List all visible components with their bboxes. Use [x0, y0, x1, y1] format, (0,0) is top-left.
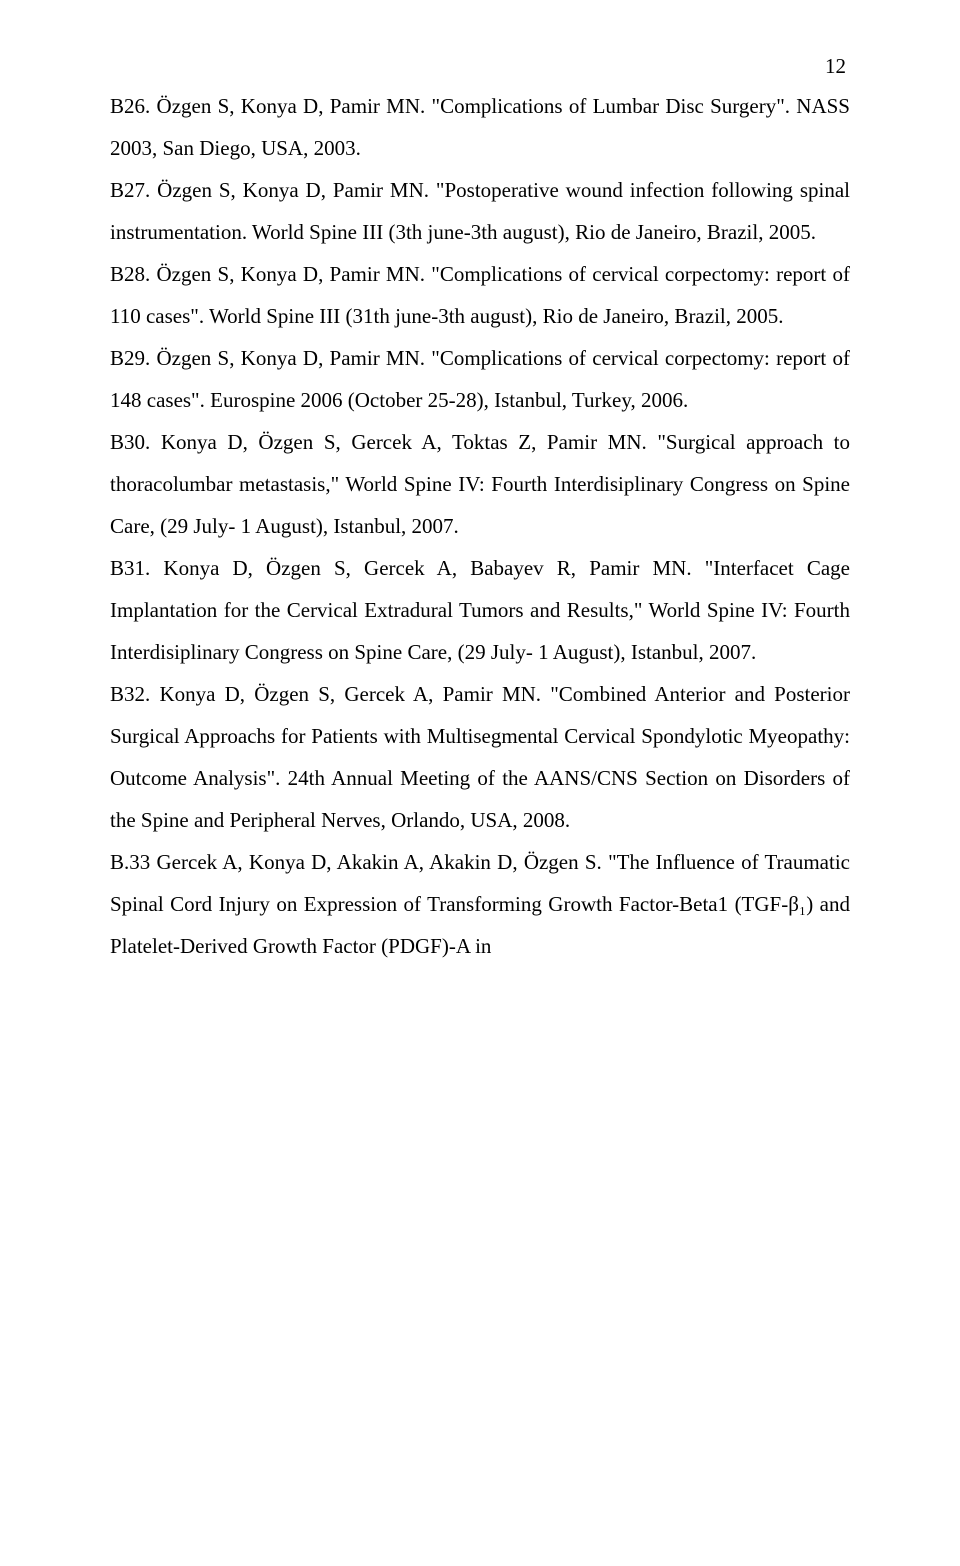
- reference-item: B32. Konya D, Özgen S, Gercek A, Pamir M…: [110, 673, 850, 841]
- reference-item: B27. Özgen S, Konya D, Pamir MN. "Postop…: [110, 169, 850, 253]
- reference-text: Konya D, Özgen S, Gercek A, Toktas Z, Pa…: [110, 430, 850, 538]
- reference-item: B30. Konya D, Özgen S, Gercek A, Toktas …: [110, 421, 850, 547]
- document-page: 12 B26. Özgen S, Konya D, Pamir MN. "Com…: [0, 0, 960, 1566]
- reference-item: B29. Özgen S, Konya D, Pamir MN. "Compli…: [110, 337, 850, 421]
- reference-item: B28. Özgen S, Konya D, Pamir MN. "Compli…: [110, 253, 850, 337]
- reference-item: B31. Konya D, Özgen S, Gercek A, Babayev…: [110, 547, 850, 673]
- reference-label: B28.: [110, 262, 150, 286]
- reference-text: Özgen S, Konya D, Pamir MN. "Complicatio…: [110, 262, 850, 328]
- reference-item: B.33 Gercek A, Konya D, Akakin A, Akakin…: [110, 841, 850, 967]
- reference-label: B27.: [110, 178, 150, 202]
- reference-text: Özgen S, Konya D, Pamir MN. "Complicatio…: [110, 94, 850, 160]
- reference-label: B29.: [110, 346, 150, 370]
- reference-text: Konya D, Özgen S, Gercek A, Pamir MN. "C…: [110, 682, 850, 832]
- reference-text: Konya D, Özgen S, Gercek A, Babayev R, P…: [110, 556, 850, 664]
- reference-label: B30.: [110, 430, 150, 454]
- reference-item: B26. Özgen S, Konya D, Pamir MN. "Compli…: [110, 85, 850, 169]
- reference-text: Özgen S, Konya D, Pamir MN. "Complicatio…: [110, 346, 850, 412]
- reference-text: Özgen S, Konya D, Pamir MN. "Postoperati…: [110, 178, 850, 244]
- reference-label: B.33: [110, 850, 150, 874]
- reference-label: B26.: [110, 94, 150, 118]
- reference-text: Gercek A, Konya D, Akakin A, Akakin D, Ö…: [110, 850, 850, 958]
- reference-label: B31.: [110, 556, 150, 580]
- reference-label: B32.: [110, 682, 150, 706]
- page-number: 12: [110, 54, 850, 79]
